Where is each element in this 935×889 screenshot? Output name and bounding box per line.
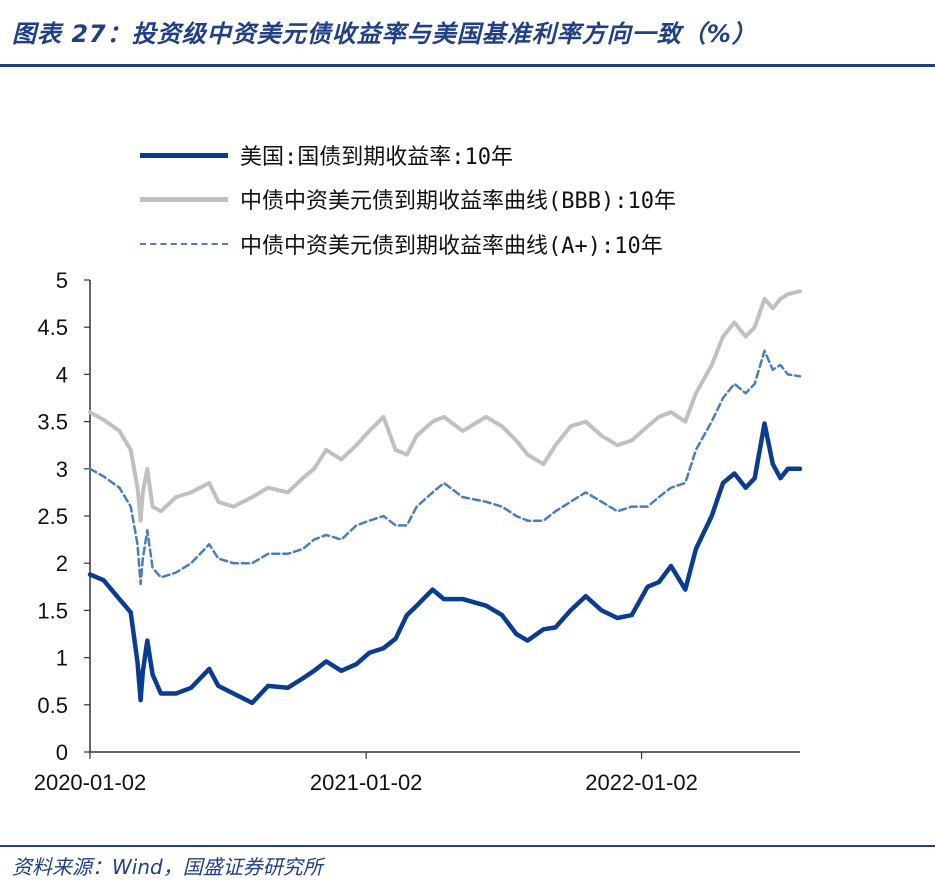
- y-tick-label-2: 1: [56, 646, 68, 671]
- legend-swatch-a-plus: [140, 243, 228, 245]
- legend-label-bbb: 中债中资美元债到期收益率曲线(BBB):10年: [240, 189, 676, 214]
- y-tick-label-9: 4.5: [37, 315, 68, 340]
- legend-label-us-treasury: 美国:国债到期收益率:10年: [240, 145, 513, 170]
- y-tick-label-6: 3: [56, 457, 68, 482]
- series-line-0: [87, 421, 803, 706]
- x-tick-label-2: 2022-01-02: [585, 770, 698, 795]
- y-tick-label-8: 4: [56, 362, 68, 387]
- legend-item-bbb: 中债中资美元债到期收益率曲线(BBB):10年: [140, 184, 676, 214]
- y-tick-label-10: 5: [56, 268, 68, 293]
- legend-item-us-treasury: 美国:国债到期收益率:10年: [140, 140, 513, 170]
- y-tick-label-7: 3.5: [37, 410, 68, 435]
- source-note: 资料来源：Wind，国盛证券研究所: [12, 855, 323, 879]
- legend-label-a-plus: 中债中资美元债到期收益率曲线(A+):10年: [240, 234, 663, 259]
- y-tick-label-3: 1.5: [37, 598, 68, 623]
- series-line-1: [88, 289, 802, 523]
- x-tick-label-0: 2020-01-02: [34, 770, 147, 795]
- legend-swatch-us-treasury: [140, 152, 228, 158]
- x-tick-label-1: 2021-01-02: [310, 770, 423, 795]
- y-tick-label-1: 0.5: [37, 693, 68, 718]
- figure-title: 图表 27：投资级中资美元债收益率与美国基准利率方向一致（%）: [12, 20, 757, 48]
- y-tick-label-5: 2.5: [37, 504, 68, 529]
- y-tick-label-4: 2: [56, 551, 68, 576]
- top-rule: [0, 64, 935, 67]
- series-line-2: [88, 349, 802, 586]
- y-tick-label-0: 0: [56, 740, 68, 765]
- legend-swatch-bbb: [140, 196, 228, 202]
- legend-item-a-plus: 中债中资美元债到期收益率曲线(A+):10年: [140, 229, 663, 259]
- bottom-rule: [0, 845, 935, 847]
